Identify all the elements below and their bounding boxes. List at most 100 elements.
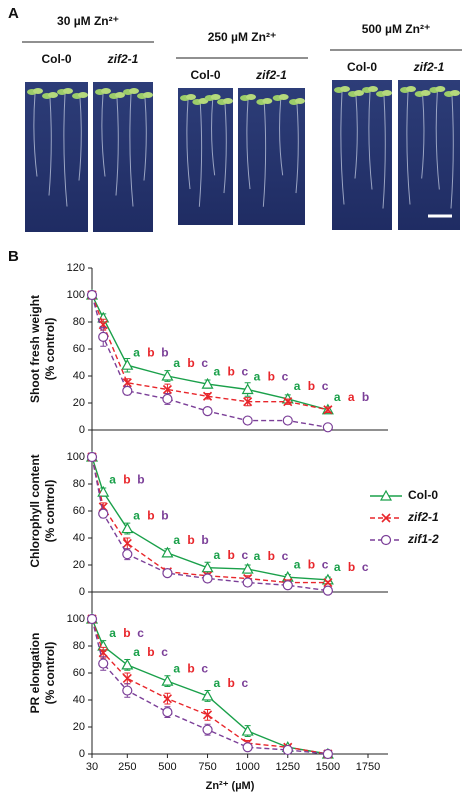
significance-letter: b xyxy=(362,390,369,404)
seedling-leaf xyxy=(143,92,153,98)
legend-marker xyxy=(381,513,391,523)
condition-title: 250 µM Zn²⁺ xyxy=(208,30,277,44)
significance-letter: c xyxy=(201,661,208,675)
significance-letter: a xyxy=(173,533,180,547)
marker xyxy=(322,585,333,596)
seedling-root xyxy=(340,91,345,205)
significance-letter: a xyxy=(133,645,140,659)
marker xyxy=(202,573,213,584)
significance-letter: b xyxy=(268,370,275,384)
marker xyxy=(202,391,213,401)
y-tick-label: 80 xyxy=(73,478,85,490)
legend-marker xyxy=(379,489,393,501)
marker xyxy=(322,748,333,760)
seedling-leaf xyxy=(382,90,392,96)
genotype-label: Col-0 xyxy=(191,68,221,82)
x-tick-label: 1500 xyxy=(316,761,340,773)
significance-letter: b xyxy=(137,472,144,486)
seedling-leaf xyxy=(48,92,58,98)
significance-letter: a xyxy=(254,370,261,384)
significance-letter: c xyxy=(322,557,329,571)
condition-title: 500 µM Zn²⁺ xyxy=(362,22,431,36)
seedling-root xyxy=(435,91,440,190)
seedling-root xyxy=(279,99,284,176)
significance-letter: b xyxy=(147,509,154,523)
marker xyxy=(282,580,293,591)
x-tick-label: 500 xyxy=(158,761,176,773)
seedling-leaf xyxy=(450,90,460,96)
marker xyxy=(122,549,133,560)
marker xyxy=(121,358,134,370)
y-tick-label: 80 xyxy=(73,316,85,328)
significance-letter: b xyxy=(187,533,194,547)
seedling-leaf xyxy=(63,88,73,94)
seedling-leaf xyxy=(246,94,256,100)
y-tick-label: 60 xyxy=(73,343,85,355)
significance-letter: a xyxy=(254,549,261,563)
marker xyxy=(97,485,110,497)
seedling-root xyxy=(368,91,373,190)
series-line xyxy=(91,456,328,592)
seedling-root xyxy=(223,103,227,194)
x-tick-label: 30 xyxy=(86,761,98,773)
genotype-label: zif2-1 xyxy=(413,60,445,74)
seedling-leaf xyxy=(262,98,273,104)
legend-marker xyxy=(380,534,392,546)
significance-letter: a xyxy=(133,509,140,523)
significance-letter: b xyxy=(187,661,194,675)
marker xyxy=(241,724,254,736)
x-tick-label: 750 xyxy=(198,761,216,773)
genotype-label: Col-0 xyxy=(347,60,377,74)
significance-letter: b xyxy=(308,557,315,571)
significance-letter: a xyxy=(294,557,301,571)
significance-letter: c xyxy=(242,364,249,378)
series-line xyxy=(91,294,329,428)
significance-letter: b xyxy=(147,645,154,659)
seedling-root xyxy=(143,97,147,181)
y-tick-label: 120 xyxy=(67,262,85,274)
significance-letter: b xyxy=(308,379,315,393)
seedling-root xyxy=(186,99,191,190)
marker xyxy=(162,707,173,718)
legend-label: Col-0 xyxy=(408,488,438,502)
y-tick-label: 100 xyxy=(67,289,85,301)
seedling-photo xyxy=(178,88,233,225)
seedling-leaf xyxy=(368,86,378,92)
y-axis-label: Chlorophyll content xyxy=(28,454,42,567)
significance-letter: b xyxy=(201,533,208,547)
marker xyxy=(282,415,293,426)
seedling-leaf xyxy=(33,88,43,94)
y-tick-label: 60 xyxy=(73,667,85,679)
panel-label: A xyxy=(8,5,19,22)
marker xyxy=(98,658,109,669)
marker xyxy=(201,561,214,573)
x-tick-label: 1000 xyxy=(235,761,259,773)
seedling-leaf xyxy=(129,88,139,94)
y-tick-label: 40 xyxy=(73,694,85,706)
seedling-leaf xyxy=(223,98,233,104)
x-tick-label: 250 xyxy=(118,761,136,773)
marker xyxy=(161,546,174,558)
seedling-leaf xyxy=(295,98,305,104)
seedling-root xyxy=(421,95,425,179)
marker xyxy=(98,508,109,519)
marker xyxy=(323,405,333,415)
y-axis-label: (% control) xyxy=(43,318,57,381)
y-tick-label: 0 xyxy=(79,424,85,436)
seedling-photo xyxy=(398,80,460,230)
significance-letter: a xyxy=(214,676,221,690)
significance-letter: a xyxy=(109,472,116,486)
significance-letter: c xyxy=(282,370,289,384)
seedling-leaf xyxy=(101,88,111,94)
marker xyxy=(242,742,253,753)
series-line xyxy=(91,456,328,581)
y-tick-label: 0 xyxy=(79,586,85,598)
marker xyxy=(242,415,253,426)
seedling-leaf xyxy=(186,94,196,100)
marker xyxy=(202,406,213,417)
significance-letter: a xyxy=(294,379,301,393)
significance-letter: b xyxy=(228,548,235,562)
significance-letter: b xyxy=(187,356,194,370)
seedling-root xyxy=(78,97,82,181)
significance-letter: a xyxy=(334,560,341,574)
